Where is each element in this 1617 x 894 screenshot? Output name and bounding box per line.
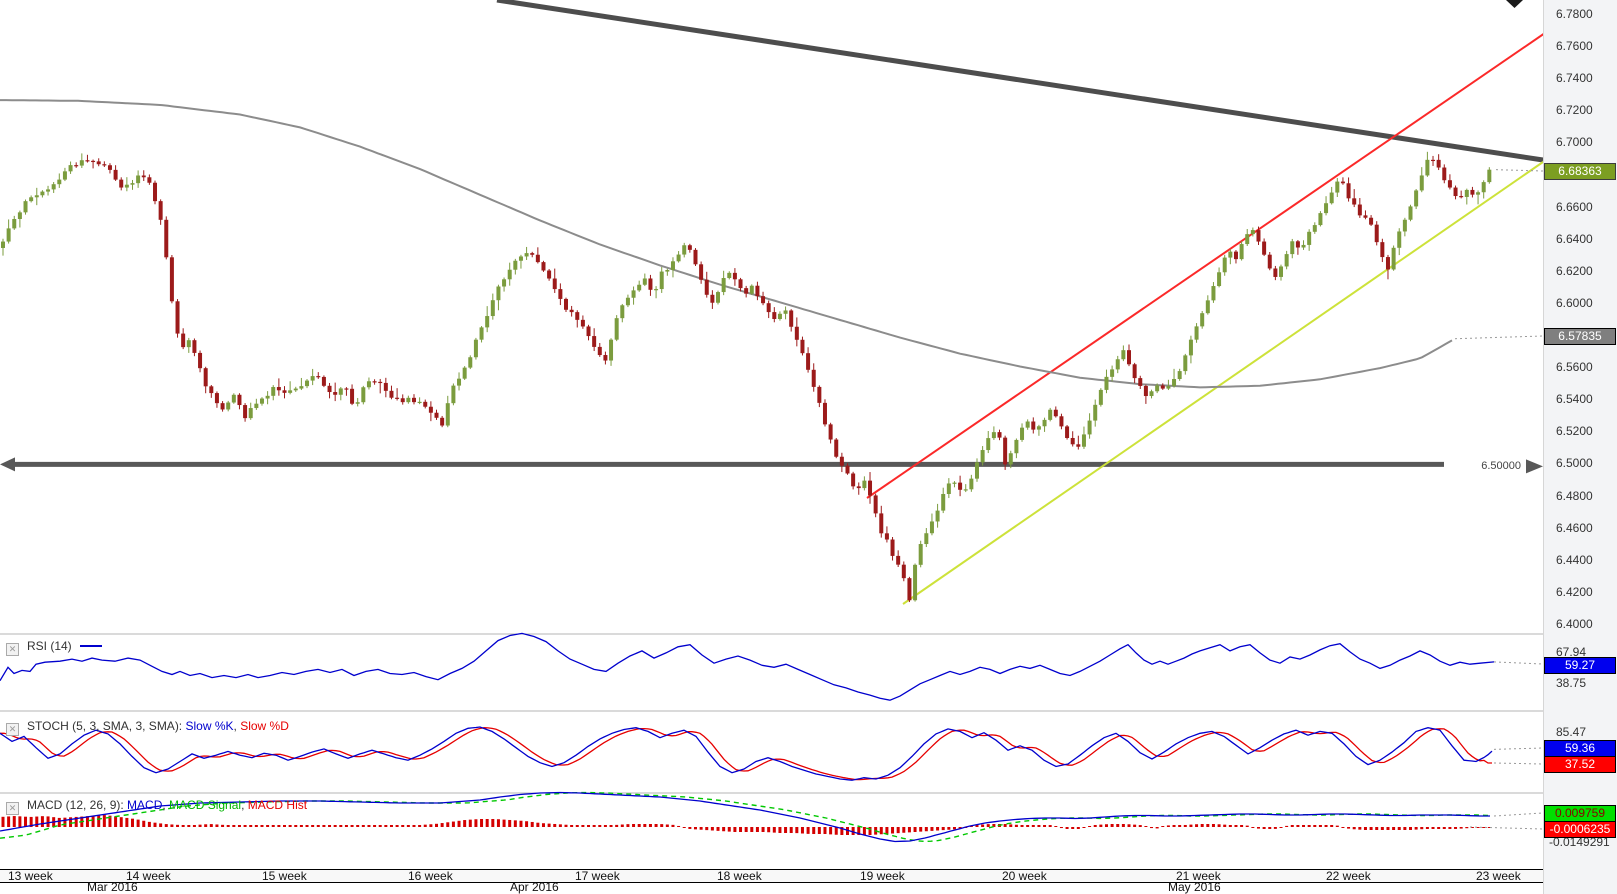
price-tick-label: 6.7600 — [1556, 39, 1593, 54]
stoch-checkbox-icon[interactable]: ✕ — [6, 723, 19, 736]
week-label: 21 week — [1176, 869, 1221, 883]
price-tick-label: 6.6000 — [1556, 295, 1593, 310]
price-tick-label: 6.4200 — [1556, 584, 1593, 599]
week-label: 17 week — [575, 869, 620, 883]
week-label: 15 week — [262, 869, 307, 883]
macd-comma1: , — [162, 798, 170, 812]
macd-signal-value-box: 0.009759 — [1544, 805, 1616, 822]
stoch-legend-prefix: STOCH (5, 3, SMA, 3, SMA): — [27, 719, 186, 733]
week-label: 13 week — [8, 869, 53, 883]
stoch-d-label: Slow %D — [240, 719, 289, 733]
rsi-legend: ✕ RSI (14) — [6, 640, 102, 656]
macd-checkbox-icon[interactable]: ✕ — [6, 802, 19, 815]
stoch-comma: , — [233, 719, 241, 733]
price-tick-label: 6.4000 — [1556, 616, 1593, 631]
stoch-tick: 85.47 — [1556, 725, 1587, 739]
month-label: May 2016 — [1168, 880, 1221, 894]
price-tick-label: 6.5200 — [1556, 424, 1593, 439]
price-tick-label: 6.7800 — [1556, 7, 1593, 21]
price-tick-label: 6.4600 — [1556, 520, 1593, 535]
rsi-line-sample-icon — [79, 645, 102, 647]
price-tick-label: 6.7400 — [1556, 71, 1593, 86]
trendline-uptrend-red — [866, 32, 1546, 499]
week-label: 16 week — [408, 869, 453, 883]
month-axis-band — [0, 883, 1543, 894]
stoch-legend: ✕ STOCH (5, 3, SMA, 3, SMA): Slow %K, Slo… — [6, 720, 289, 736]
macd-hist-value-box: -0.0006235 — [1544, 821, 1616, 838]
rsi-legend-label: RSI (14) — [27, 639, 72, 653]
stoch-k-label: Slow %K — [185, 719, 234, 733]
price-tick-label: 6.7000 — [1556, 135, 1593, 150]
price-tick-label: 6.6600 — [1556, 199, 1593, 214]
week-label: 19 week — [860, 869, 905, 883]
macd-legend-prefix: MACD (12, 26, 9): — [27, 798, 128, 812]
price-tick-label: 6.5400 — [1556, 392, 1593, 407]
macd-tick: -0.0149291 — [1549, 835, 1610, 849]
marker-triangle-icon — [1506, 0, 1523, 8]
week-label: 18 week — [717, 869, 762, 883]
rsi-tick-top: 67.94 — [1556, 645, 1587, 659]
macd-line-label: MACD — [127, 798, 163, 812]
stoch-d-value-box: 37.52 — [1544, 756, 1616, 773]
price-tick-label: 6.5600 — [1556, 360, 1593, 375]
price-tick-label: 6.7200 — [1556, 103, 1593, 118]
month-label: Apr 2016 — [510, 880, 559, 894]
trendline-downtrend — [496, 0, 1544, 163]
week-label: 22 week — [1326, 869, 1371, 883]
stoch-k-value-box: 59.36 — [1544, 740, 1616, 757]
week-axis-band[interactable] — [0, 869, 1543, 883]
rsi-checkbox-icon[interactable]: ✕ — [6, 643, 19, 656]
week-label: 20 week — [1002, 869, 1047, 883]
week-label: 23 week — [1476, 869, 1521, 883]
macd-signal-label: MACD Signal — [169, 798, 242, 812]
price-tick-label: 6.6200 — [1556, 263, 1593, 278]
support-line-label: 6.50000 — [1481, 460, 1521, 472]
current-price-box: 6.68363 — [1544, 163, 1616, 180]
macd-comma2: , — [241, 798, 248, 812]
price-tick-label: 6.5000 — [1556, 456, 1593, 471]
price-tick-label: 6.4400 — [1556, 552, 1593, 567]
month-label: Mar 2016 — [87, 880, 138, 894]
rsi-value-box: 59.27 — [1544, 657, 1616, 674]
week-label: 14 week — [126, 869, 171, 883]
price-tick-label: 6.6400 — [1556, 231, 1593, 246]
macd-legend: ✕ MACD (12, 26, 9): MACD, MACD Signal, MA… — [6, 799, 307, 815]
ma-value-box: 6.57835 — [1544, 328, 1616, 345]
macd-hist-label: MACD Hist — [247, 798, 308, 812]
price-tick-label: 6.4800 — [1556, 488, 1593, 503]
trendline-uptrend-yellow — [902, 161, 1544, 605]
rsi-tick-bottom: 38.75 — [1556, 676, 1587, 690]
